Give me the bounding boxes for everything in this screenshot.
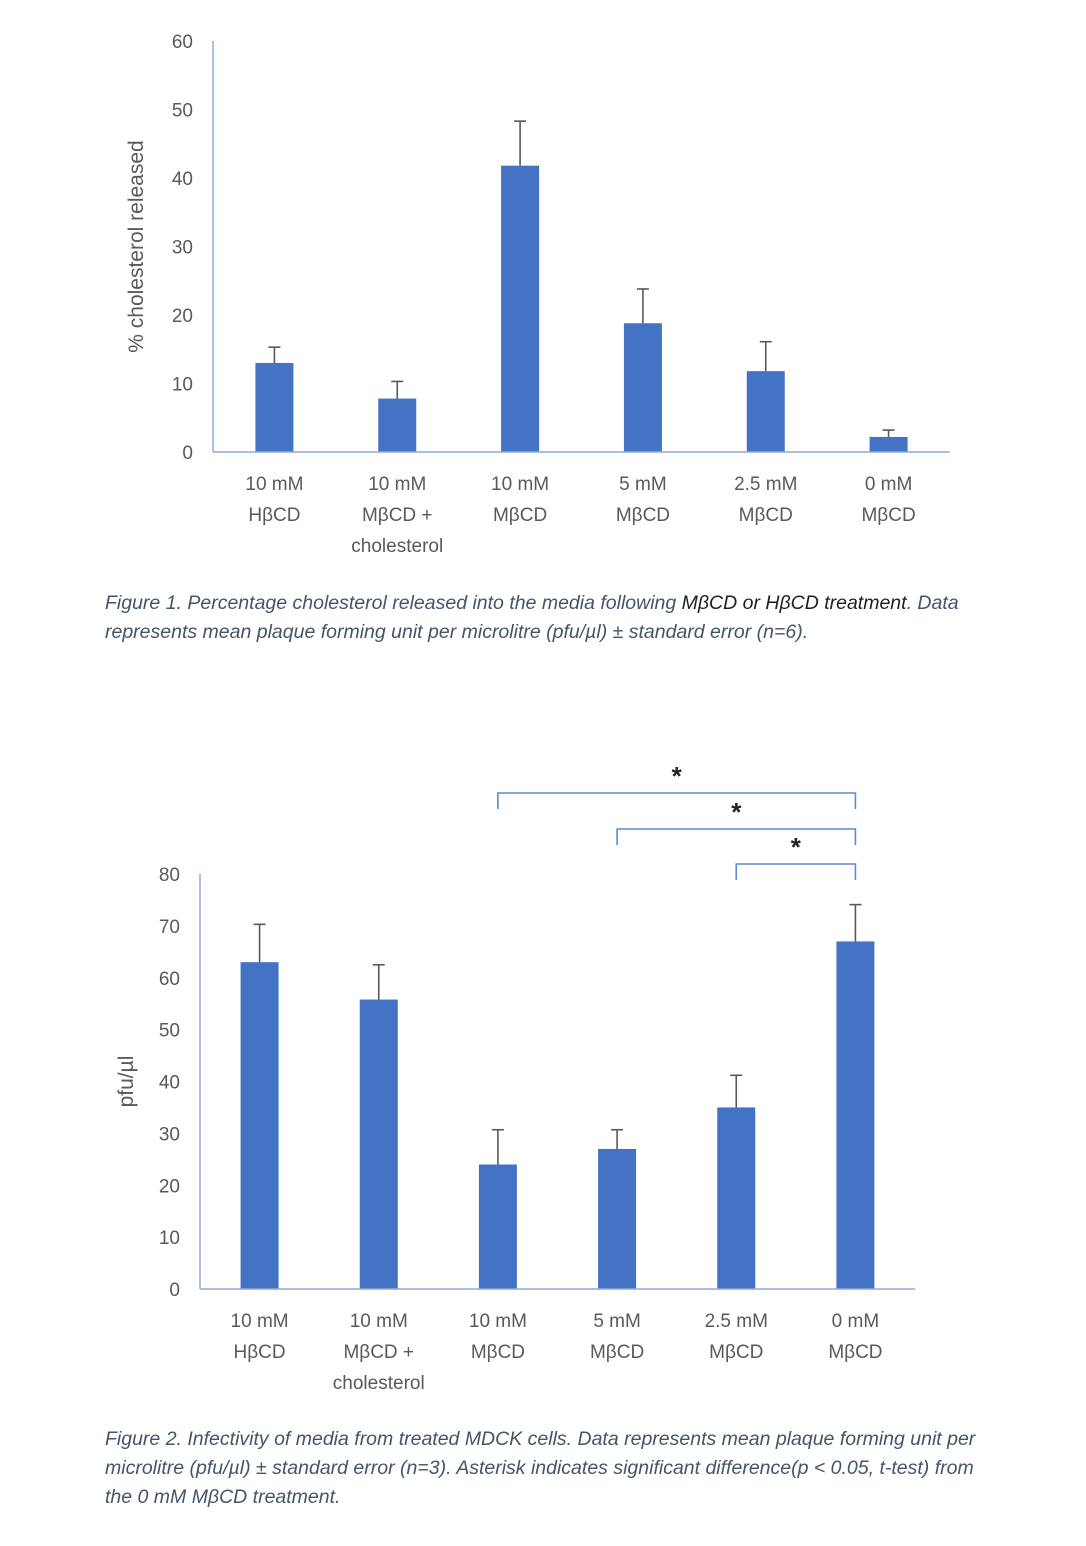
chart2-x-tick-label: MβCD — [471, 1342, 525, 1363]
chart2-y-tick-label: 10 — [159, 1228, 180, 1249]
chart1-y-axis-label: % cholesterol released — [125, 140, 148, 352]
infectivity-chart: 0 10 20 30 40 50 60 70 80 pfu/µl 10 mM HβCD 10 mM MβC… — [115, 761, 915, 1394]
chart2-bar — [836, 941, 875, 1289]
chart2-significance-bracket — [735, 863, 857, 880]
chart1-bar — [255, 362, 294, 452]
chart2-x-tick-label: 2.5 mM — [705, 1311, 768, 1332]
chart1-x-tick-label: 10 mM — [245, 474, 303, 495]
chart1-x-tick-label: 0 mM — [865, 474, 913, 495]
chart1-x-tick-label: 5 mM — [619, 474, 667, 495]
chart2-x-tick-label: 10 mM — [469, 1311, 527, 1332]
chart1-x-tick-label: HβCD — [248, 505, 300, 526]
chart2-y-tick-label: 40 — [159, 1073, 180, 1094]
chart1-x-tick-label: MβCD + — [362, 505, 433, 526]
chart2-bar — [717, 1107, 756, 1289]
chart2-y-tick-label: 60 — [159, 969, 180, 990]
chart2-x-tick-label: MβCD — [590, 1342, 644, 1363]
chart1-x-tick-label: MβCD — [861, 505, 915, 526]
chart2-significance-bracket — [616, 828, 857, 845]
chart2-bar — [478, 1164, 517, 1289]
chart2-y-axis-label: pfu/µl — [115, 1056, 138, 1108]
chart1-y-tick-label: 30 — [172, 238, 193, 259]
chart1-bar — [623, 323, 662, 452]
chart2-significance-bracket — [497, 792, 857, 809]
figure-1-caption-treatment: MβCD or HβCD treatment — [681, 592, 907, 614]
chart1-bar — [869, 436, 908, 452]
chart1-y-tick-label: 40 — [172, 169, 193, 190]
figure-1-caption: Figure 1. Percentage cholesterol release… — [105, 589, 985, 647]
figure-2-caption: Figure 2. Infectivity of media from trea… — [105, 1428, 976, 1508]
chart2-x-tick-label: HβCD — [234, 1342, 286, 1363]
chart2-x-tick-label: 10 mM — [231, 1311, 289, 1332]
chart1-y-tick-label: 0 — [182, 443, 193, 464]
chart2-y-tick-label: 30 — [159, 1124, 180, 1145]
figure-1-caption-start: Figure 1. Percentage cholesterol release… — [105, 592, 682, 614]
chart2-significance-asterisk: * — [791, 832, 802, 862]
chart2-bar — [359, 999, 398, 1289]
chart2-x-tick-label: cholesterol — [333, 1373, 425, 1394]
cholesterol-release-chart: 0 10 20 30 40 50 60 % cholesterol released 10 mM… — [125, 32, 950, 557]
chart1-y-tick-label: 50 — [172, 101, 193, 122]
chart1-y-tick-label: 20 — [172, 306, 193, 327]
chart1-y-tick-label: 10 — [172, 375, 193, 396]
chart2-significance-asterisk: * — [672, 761, 683, 791]
chart1-x-tick-label: MβCD — [739, 505, 793, 526]
chart2-y-tick-label: 0 — [169, 1280, 180, 1301]
chart2-x-tick-label: MβCD + — [343, 1342, 414, 1363]
chart1-bar — [501, 165, 540, 453]
chart2-x-tick-label: 5 mM — [593, 1311, 641, 1332]
chart2-x-tick-label: MβCD — [828, 1342, 882, 1363]
chart1-x-tick-label: cholesterol — [351, 536, 443, 557]
chart2-y-tick-label: 70 — [159, 917, 180, 938]
chart2-bar — [598, 1148, 637, 1289]
chart2-y-tick-label: 20 — [159, 1176, 180, 1197]
chart1-x-tick-label: 10 mM — [368, 474, 426, 495]
chart2-x-tick-label: 10 mM — [350, 1311, 408, 1332]
chart2-significance-asterisk: * — [731, 797, 742, 827]
chart2-y-tick-label: 80 — [159, 865, 180, 886]
chart1-bar — [746, 371, 785, 452]
chart1-x-tick-label: 2.5 mM — [734, 474, 797, 495]
chart1-bar — [378, 398, 417, 452]
chart1-x-tick-label: 10 mM — [491, 474, 549, 495]
chart2-bar — [240, 962, 279, 1289]
chart1-x-tick-label: MβCD — [493, 505, 547, 526]
chart2-x-tick-label: MβCD — [709, 1342, 763, 1363]
figure-1-caption-end: . Data represents mean plaque forming un… — [105, 592, 959, 643]
chart2-y-tick-label: 50 — [159, 1021, 180, 1042]
chart1-x-tick-label: MβCD — [616, 505, 670, 526]
chart2-x-tick-label: 0 mM — [832, 1311, 880, 1332]
chart1-y-tick-label: 60 — [172, 32, 193, 53]
